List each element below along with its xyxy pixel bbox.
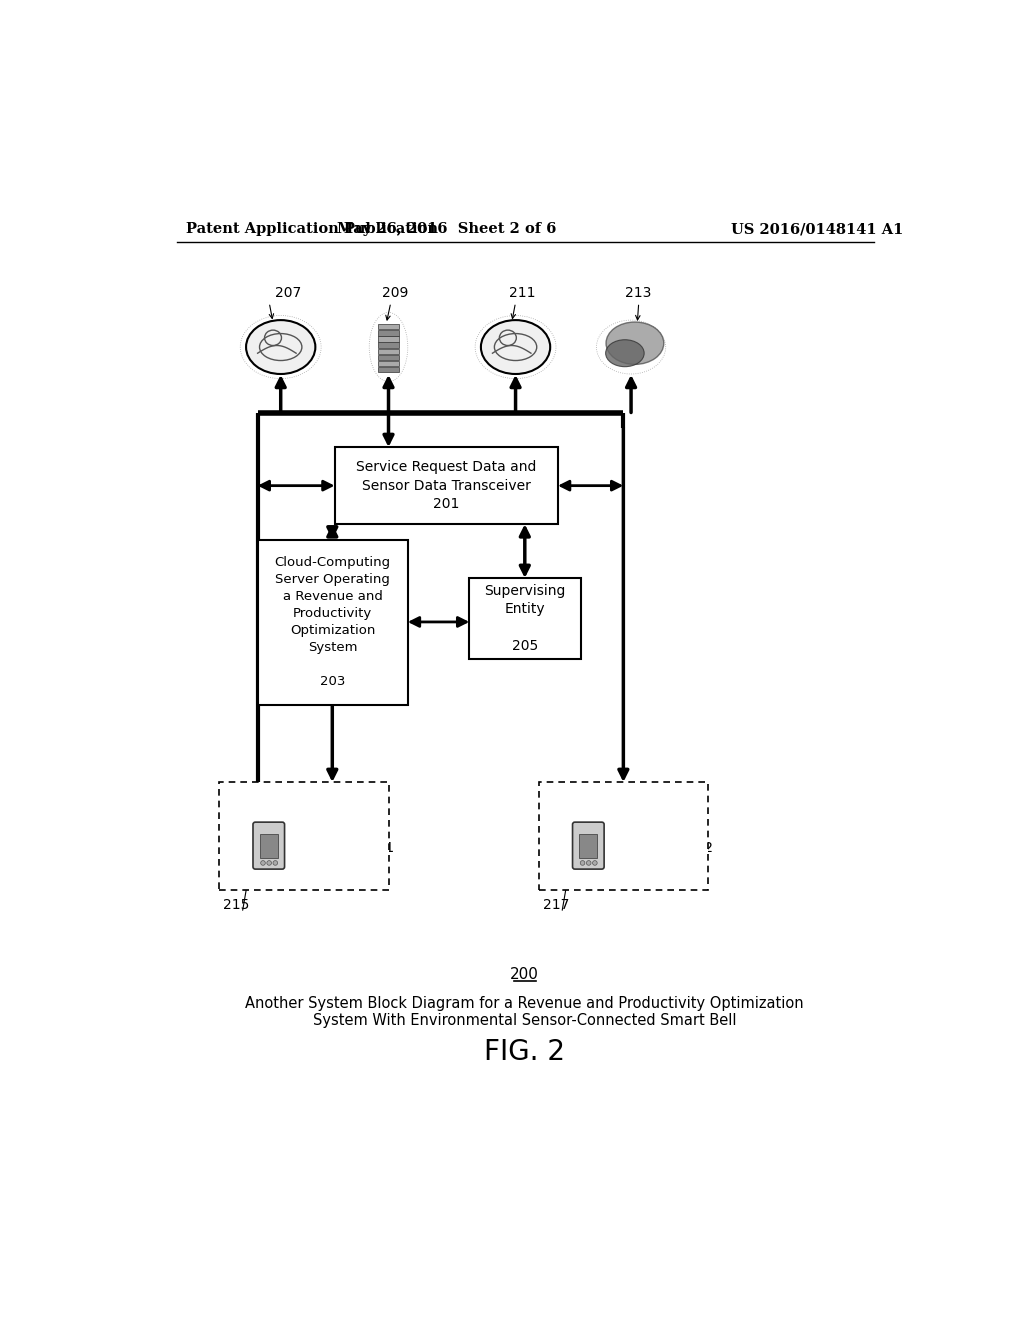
Text: 215: 215	[223, 899, 249, 912]
Bar	[469, 578, 581, 659]
Text: 200: 200	[510, 968, 540, 982]
Text: Patent Application Publication: Patent Application Publication	[186, 222, 438, 236]
Text: 207: 207	[274, 286, 301, 300]
Circle shape	[261, 861, 265, 866]
Bar	[378, 367, 399, 372]
Polygon shape	[232, 814, 305, 867]
Text: FIG. 2: FIG. 2	[484, 1038, 565, 1065]
Text: May 26, 2016  Sheet 2 of 6: May 26, 2016 Sheet 2 of 6	[337, 222, 556, 236]
Circle shape	[587, 861, 591, 866]
Bar	[378, 360, 399, 367]
Bar	[378, 342, 399, 348]
FancyBboxPatch shape	[572, 822, 604, 869]
Bar	[539, 781, 708, 890]
Text: Cloud-Computing
Server Operating
a Revenue and
Productivity
Optimization
System
: Cloud-Computing Server Operating a Reven…	[274, 556, 391, 688]
Text: 213: 213	[625, 286, 651, 300]
Bar	[378, 337, 399, 342]
Circle shape	[267, 861, 271, 866]
Text: Service
Performer 1: Service Performer 1	[311, 825, 393, 855]
Ellipse shape	[606, 322, 664, 364]
Text: 217: 217	[543, 899, 569, 912]
Text: US 2016/0148141 A1: US 2016/0148141 A1	[731, 222, 903, 236]
Text: 211: 211	[509, 286, 536, 300]
Ellipse shape	[246, 321, 315, 374]
Bar	[219, 781, 388, 890]
Text: System With Environmental Sensor-Connected Smart Bell: System With Environmental Sensor-Connect…	[313, 1014, 736, 1028]
FancyBboxPatch shape	[253, 822, 285, 869]
Circle shape	[593, 861, 597, 866]
Text: Service
Performer 2: Service Performer 2	[631, 825, 713, 855]
Bar	[580, 834, 597, 858]
Ellipse shape	[481, 321, 550, 374]
Text: Supervising
Entity

205: Supervising Entity 205	[484, 583, 566, 653]
Bar	[260, 834, 278, 858]
Text: 209: 209	[382, 286, 409, 300]
Text: Service Request Data and
Sensor Data Transceiver
201: Service Request Data and Sensor Data Tra…	[356, 461, 537, 511]
Bar	[378, 323, 399, 330]
Polygon shape	[245, 826, 294, 861]
Text: Another System Block Diagram for a Revenue and Productivity Optimization: Another System Block Diagram for a Reven…	[246, 997, 804, 1011]
Circle shape	[273, 861, 278, 866]
Bar	[258, 540, 408, 705]
Bar	[335, 447, 558, 524]
Polygon shape	[553, 814, 625, 867]
Bar	[378, 355, 399, 360]
Circle shape	[581, 861, 585, 866]
Ellipse shape	[605, 339, 644, 367]
Bar	[378, 348, 399, 354]
Polygon shape	[564, 826, 613, 861]
Bar	[378, 330, 399, 335]
